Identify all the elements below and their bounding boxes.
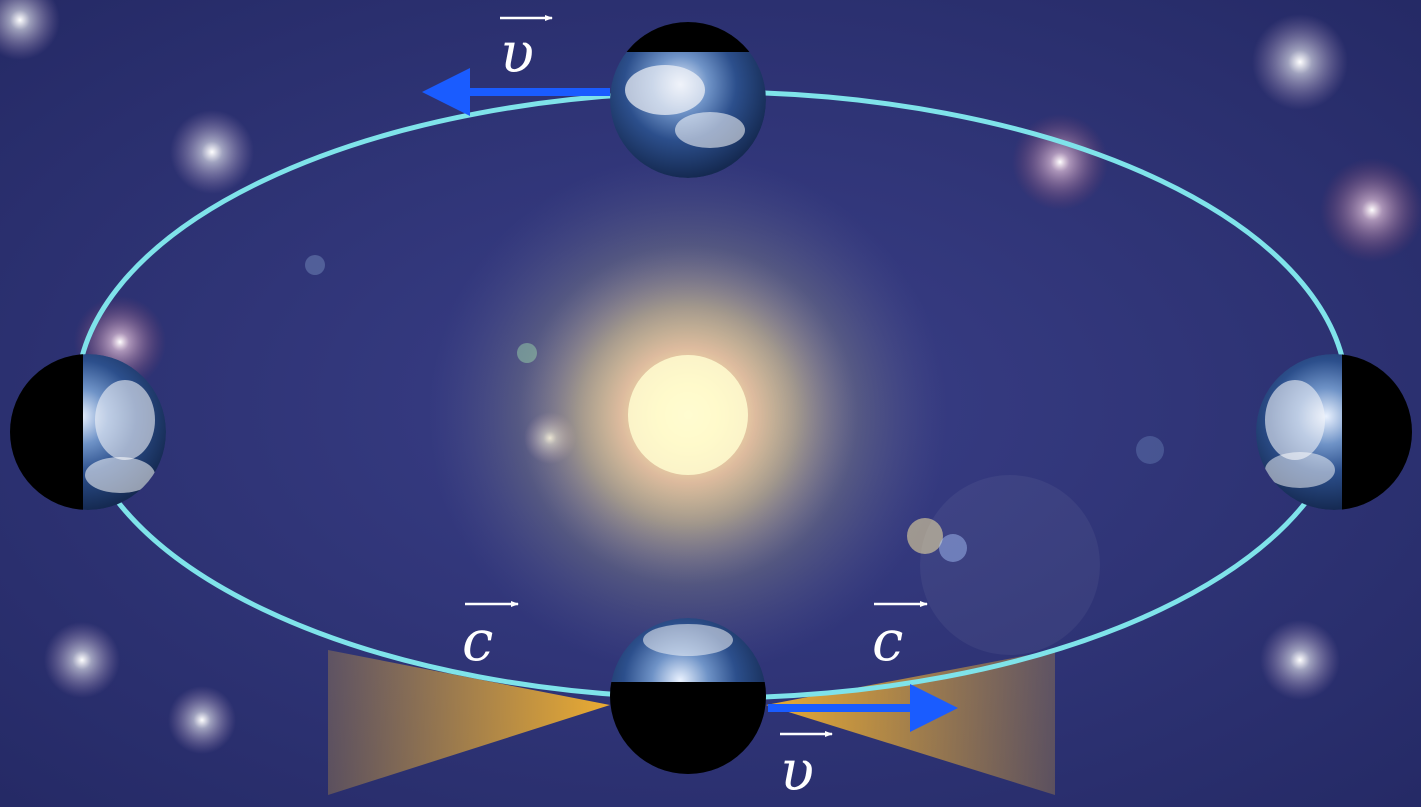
- velocity-label-top: υ: [500, 15, 553, 86]
- star-icon: [44, 622, 120, 698]
- velocity-symbol-bottom: υ: [780, 739, 814, 804]
- star-icon: [1012, 114, 1108, 210]
- velocity-label-bottom: υ: [780, 731, 833, 804]
- light-speed-symbol-right: c: [872, 609, 903, 674]
- star-icon: [168, 686, 236, 754]
- star-icon: [1320, 158, 1421, 262]
- star-icon: [1252, 14, 1348, 110]
- star-icon: [170, 110, 254, 194]
- star-icon: [1260, 620, 1340, 700]
- light-speed-label-left: c: [462, 601, 519, 674]
- velocity-symbol-top: υ: [500, 21, 534, 86]
- light-cone-left: [328, 650, 610, 795]
- star-icon: [0, 0, 60, 60]
- sun-icon: [305, 155, 1164, 675]
- light-speed-symbol-left: c: [462, 609, 493, 674]
- light-speed-label-right: c: [872, 601, 928, 674]
